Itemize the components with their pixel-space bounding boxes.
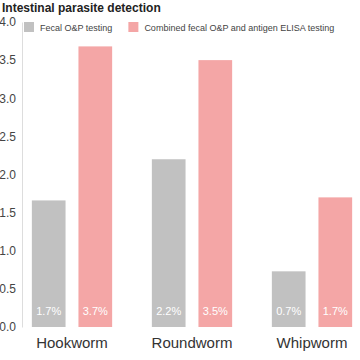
y-tick: 2.5 [0, 130, 22, 144]
x-tick: Hookworm [36, 327, 108, 351]
x-tick: Roundworm [152, 327, 233, 351]
y-tick-label: 0.0 [0, 320, 16, 334]
y-tick: 3.5 [0, 53, 22, 67]
y-tick: 0.5 [0, 282, 22, 296]
y-axis-line [22, 23, 23, 328]
x-tick: Whipworm [277, 327, 348, 351]
y-tick-label: 3.0 [0, 92, 16, 106]
data-label: 3.5% [203, 305, 228, 317]
bar [318, 197, 352, 327]
bars [32, 46, 352, 327]
bar [198, 60, 232, 327]
y-tick-label: 4.0 [0, 15, 16, 29]
x-axis: Hookworm Roundworm Whipworm [36, 327, 347, 351]
x-tick-label: Roundworm [152, 334, 233, 351]
x-tick-label: Hookworm [36, 334, 108, 351]
y-tick: 1.5 [0, 206, 22, 220]
chart: Intestinal parasite detection 0.0 0.5 1.0 1.… [0, 0, 360, 360]
x-tick-label: Whipworm [277, 334, 348, 351]
bar [32, 200, 66, 327]
y-tick-label: 2.0 [0, 168, 16, 182]
y-axis: 0.0 0.5 1.0 1.5 2.0 2.5 3.0 3.5 4.0 [0, 15, 23, 334]
bar [272, 271, 306, 327]
legend-swatch [128, 22, 138, 32]
bar [152, 159, 186, 327]
y-tick: 2.0 [0, 168, 22, 182]
data-label: 1.7% [36, 305, 61, 317]
data-label: 2.2% [156, 305, 181, 317]
data-label: 0.7% [276, 305, 301, 317]
bar [78, 46, 112, 327]
y-tick-label: 0.5 [0, 282, 16, 296]
y-tick-label: 2.5 [0, 130, 16, 144]
y-tick: 4.0 [0, 15, 22, 29]
data-label: 3.7% [83, 305, 108, 317]
y-tick-label: 1.5 [0, 206, 16, 220]
legend-label: Combined fecal O&P and antigen ELISA tes… [144, 23, 334, 33]
legend-label: Fecal O&P testing [40, 23, 112, 33]
legend-item: Combined fecal O&P and antigen ELISA tes… [128, 22, 334, 33]
y-tick: 3.0 [0, 92, 22, 106]
data-labels: 1.7% 2.2% 0.7% 3.7% 3.5% 1.7% [36, 305, 348, 317]
title: Intestinal parasite detection [2, 1, 161, 15]
legend-swatch [24, 22, 34, 32]
y-tick-label: 3.5 [0, 53, 16, 67]
y-tick: 0.0 [0, 320, 22, 334]
legend-item: Fecal O&P testing [24, 22, 112, 33]
legend: Fecal O&P testing Combined fecal O&P and … [24, 22, 334, 33]
data-label: 1.7% [323, 305, 348, 317]
y-tick: 1.0 [0, 244, 22, 258]
y-tick-label: 1.0 [0, 244, 16, 258]
